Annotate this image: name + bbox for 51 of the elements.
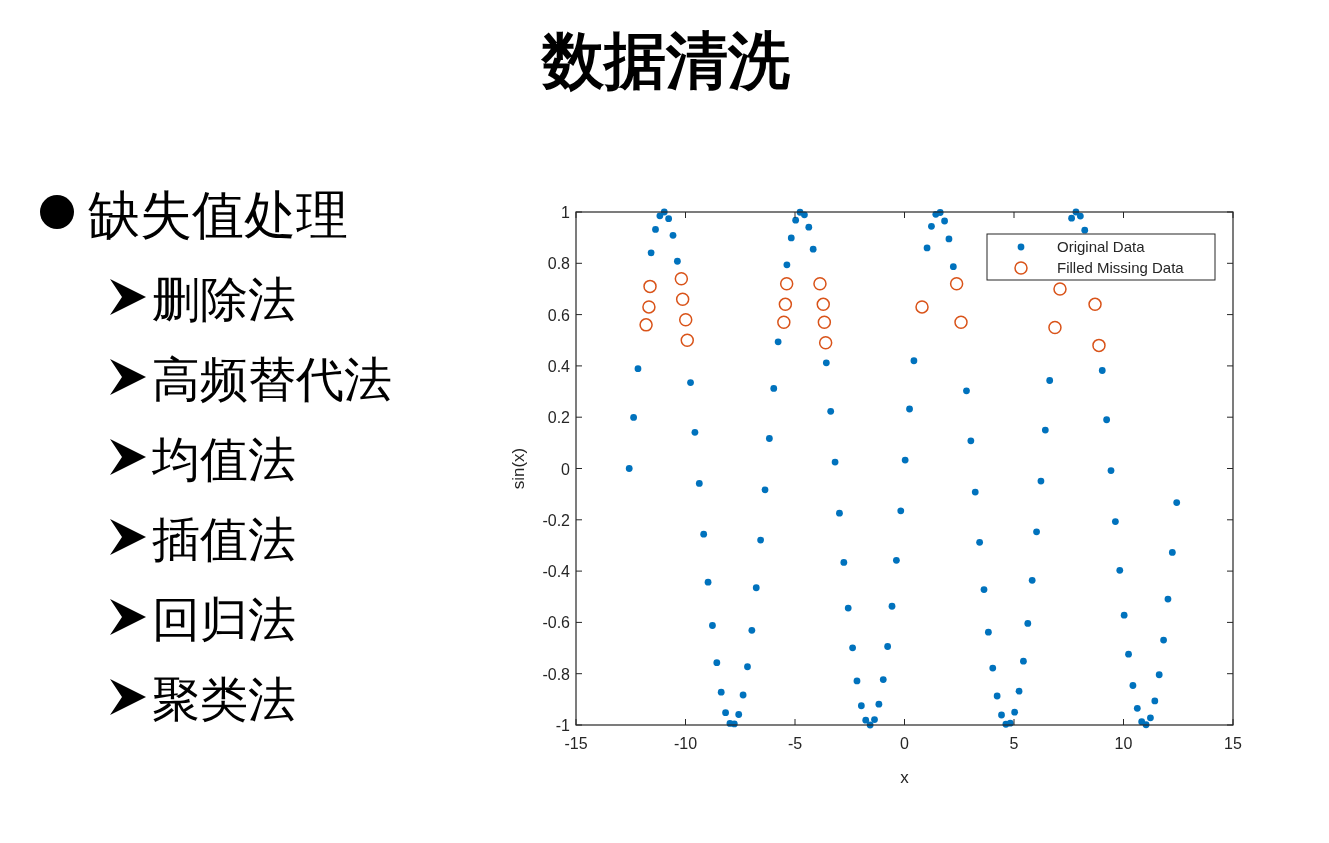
point: [642, 300, 656, 314]
x-tick-label: -5: [787, 735, 803, 752]
point: [779, 277, 794, 291]
point: [817, 315, 832, 330]
point: [954, 315, 968, 330]
legend-label: Original Data: [1057, 238, 1146, 255]
text: 回归法: [152, 591, 296, 647]
point: [778, 297, 793, 312]
y-tick-label: -0.6: [542, 614, 571, 632]
x-tick-label: 15: [1224, 735, 1242, 752]
text: 聚类法: [152, 671, 296, 727]
point: [1088, 297, 1102, 312]
point: [915, 300, 929, 314]
x-tick-label: -10: [673, 735, 698, 752]
y-tick-label: 1: [561, 204, 571, 221]
point: [813, 277, 827, 291]
point: [680, 333, 694, 347]
point: [639, 318, 653, 332]
point: [674, 271, 689, 286]
point: [1053, 282, 1067, 296]
x-tick-label: 0: [900, 735, 910, 752]
text: 删除法: [152, 271, 296, 327]
y-tick-label: 0.2: [547, 409, 571, 427]
point: [949, 277, 964, 291]
y-tick-label: 0: [561, 460, 571, 478]
y-tick-label: 0.6: [547, 306, 571, 324]
y-axis-title: sin(x): [509, 447, 528, 490]
y-tick-label: 0.8: [547, 255, 571, 273]
point: [818, 336, 833, 350]
text: 插值法: [152, 511, 296, 567]
point: [1092, 338, 1106, 353]
text: 高频替代法: [152, 351, 392, 407]
x-tick-label: 5: [1009, 735, 1019, 752]
x-tick-label: -15: [564, 735, 588, 752]
y-tick-label: 0.4: [547, 357, 571, 375]
y-tick-label: -0.8: [542, 665, 571, 683]
x-axis-title: x: [900, 768, 910, 787]
legend-label: Filled Missing Data: [1057, 259, 1185, 276]
text: 均值法: [151, 431, 296, 487]
x-tick-label: 10: [1114, 735, 1133, 752]
point: [678, 312, 693, 327]
point: [675, 292, 690, 306]
point: [643, 279, 657, 294]
chart-title: 数据清洗: [540, 24, 790, 97]
y-tick-label: -1: [555, 717, 571, 734]
point: [1048, 320, 1062, 335]
point: [816, 297, 830, 312]
text: 缺失值处理: [88, 185, 348, 245]
point: [777, 315, 791, 330]
y-tick-label: -0.2: [542, 511, 571, 529]
y-tick-label: -0.4: [542, 563, 571, 581]
